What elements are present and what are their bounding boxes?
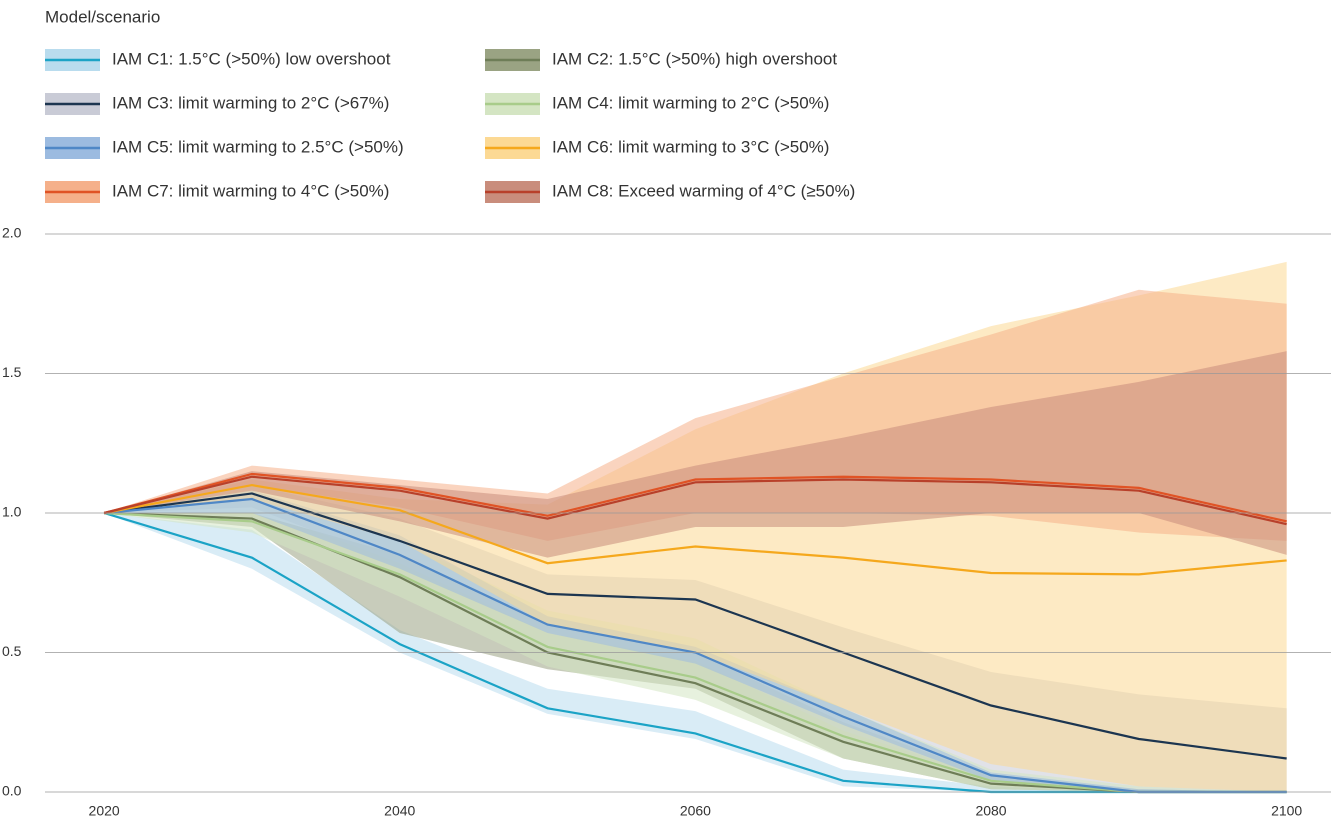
legend-label: IAM C2: 1.5°C (>50%) high overshoot (552, 49, 837, 68)
legend-title: Model/scenario (45, 7, 160, 26)
x-tick-label: 2020 (89, 803, 120, 819)
band (104, 513, 1287, 792)
y-tick-label: 1.5 (2, 364, 22, 380)
series-line (103, 483, 1287, 576)
y-tick-label: 1.0 (2, 504, 22, 520)
bands (104, 261, 1287, 792)
x-tick-label: 2040 (384, 803, 415, 819)
band (104, 351, 1287, 558)
series-line (104, 511, 1287, 794)
legend-label: IAM C1: 1.5°C (>50%) low overshoot (112, 49, 391, 68)
x-tick-label: 2080 (975, 803, 1006, 819)
legend-label: IAM C8: Exceed warming of 4°C (≥50%) (552, 181, 855, 200)
legend-label: IAM C5: limit warming to 2.5°C (>50%) (112, 137, 404, 156)
series-line (103, 475, 1287, 526)
legend-label: IAM C4: limit warming to 2°C (>50%) (552, 93, 829, 112)
legend-label: IAM C7: limit warming to 4°C (>50%) (112, 181, 389, 200)
legend-label: IAM C6: limit warming to 3°C (>50%) (552, 137, 829, 156)
y-tick-label: 0.5 (2, 643, 22, 659)
series-line (103, 492, 1287, 760)
x-tick-label: 2060 (680, 803, 711, 819)
series-line (103, 472, 1287, 523)
band (104, 490, 1287, 792)
x-tick-label: 2100 (1271, 803, 1302, 819)
legend-label: IAM C3: limit warming to 2°C (>67%) (112, 93, 389, 112)
y-tick-label: 0.0 (2, 783, 22, 799)
y-tick-label: 2.0 (2, 225, 22, 241)
